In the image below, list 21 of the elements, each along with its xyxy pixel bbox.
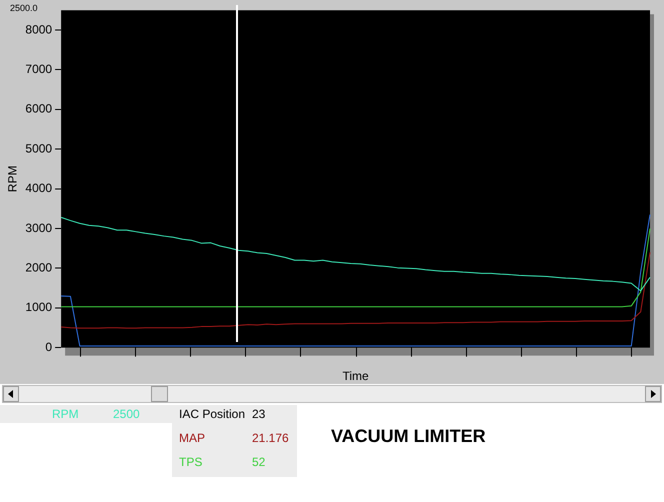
text: 52 <box>252 455 266 469</box>
text: TPS <box>179 455 202 469</box>
text: RPM <box>52 407 79 421</box>
text: IAC Position <box>179 407 246 421</box>
text: VACUUM LIMITER <box>331 426 486 447</box>
y-tick-label: 5000 <box>25 141 52 156</box>
y-tick-label: 4000 <box>25 181 52 196</box>
text: 21.176 <box>252 431 289 445</box>
y-tick-label: 8000 <box>25 22 52 36</box>
y-tick-label: 0 <box>45 340 52 354</box>
y-tick-label: 2000 <box>25 260 52 275</box>
text: 23 <box>252 407 266 421</box>
y-tick-label: 1000 <box>25 300 52 314</box>
y-tick-label: 3000 <box>25 220 52 235</box>
text: 2500.0 <box>10 3 38 13</box>
y-tick-label: 7000 <box>25 62 52 76</box>
y-tick-label: 6000 <box>25 102 52 116</box>
text: MAP <box>179 431 206 445</box>
y-axis-title: RPM <box>6 166 20 192</box>
x-axis-title: Time <box>342 369 369 384</box>
text: 2500 <box>113 407 140 421</box>
